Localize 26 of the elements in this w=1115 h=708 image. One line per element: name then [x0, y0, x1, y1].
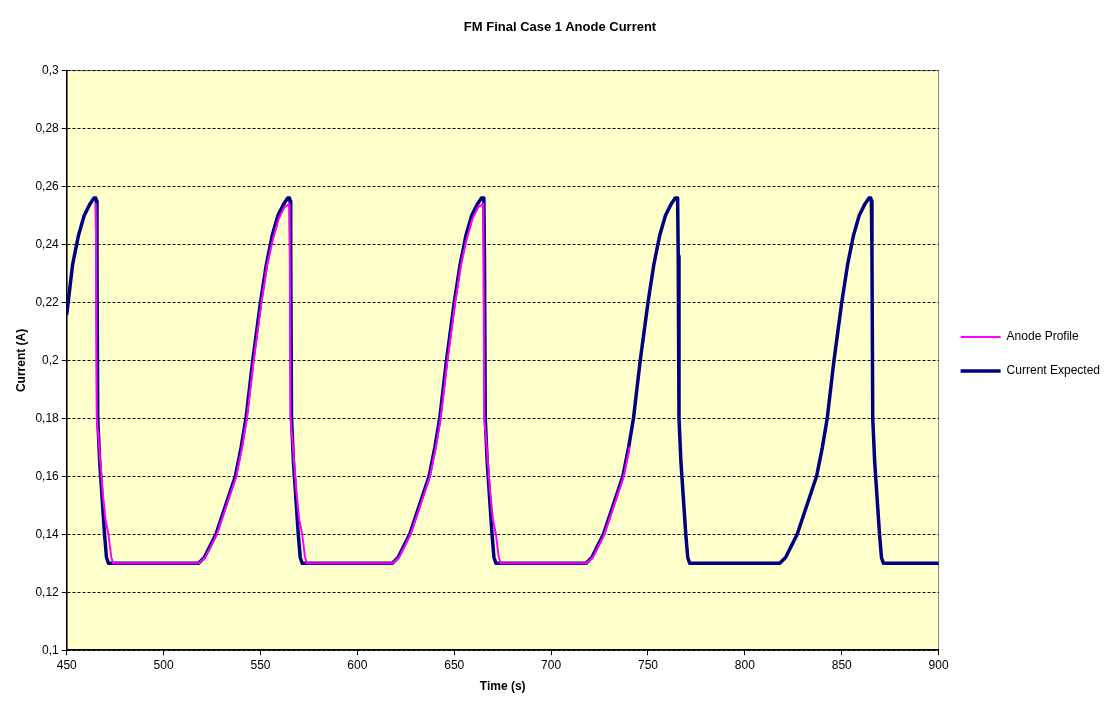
y-tick-label: 0,1 [42, 642, 60, 657]
x-tick-label: 900 [928, 657, 949, 672]
x-tick-label: 850 [831, 657, 853, 672]
y-axis-title: Current (A) [13, 328, 28, 393]
y-tick-label: 0,16 [35, 468, 60, 483]
y-tick-label: 0,18 [35, 410, 60, 425]
y-tick-label: 0,12 [35, 584, 60, 599]
y-tick-label: 0,24 [35, 236, 60, 251]
x-tick-label: 450 [56, 657, 78, 672]
x-tick-label: 700 [541, 657, 562, 672]
x-tick-label: 600 [347, 657, 368, 672]
legend-label: Current Expected [1006, 363, 1101, 378]
y-tick-label: 0,14 [35, 526, 60, 541]
x-tick-label: 550 [250, 657, 271, 672]
y-tick-label: 0,28 [35, 120, 60, 135]
x-tick-label: 650 [444, 657, 465, 672]
legend-label: Anode Profile [1006, 329, 1079, 344]
y-tick-label: 0,26 [35, 178, 60, 193]
y-tick-label: 0,2 [42, 352, 60, 367]
x-axis-title: Time (s) [479, 679, 526, 694]
y-tick-label: 0,3 [42, 62, 60, 77]
x-tick-label: 750 [637, 657, 659, 672]
y-tick-label: 0,22 [35, 294, 60, 309]
chart-title: FM Final Case 1 Anode Current [463, 19, 657, 35]
x-tick-label: 500 [153, 657, 174, 672]
x-tick-label: 800 [734, 657, 756, 672]
